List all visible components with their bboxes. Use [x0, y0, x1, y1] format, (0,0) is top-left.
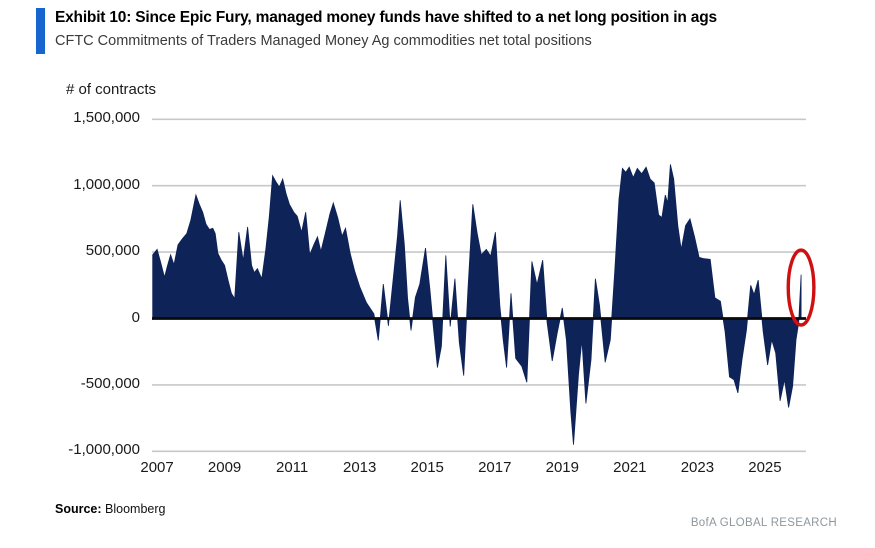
net-positions-chart — [152, 105, 822, 465]
source-value: Bloomberg — [105, 502, 166, 516]
exhibit-accent-bar — [36, 8, 45, 54]
source-label: Source: — [55, 502, 102, 516]
exhibit-title: Exhibit 10: Since Epic Fury, managed mon… — [55, 9, 717, 26]
brand-text: BofA GLOBAL RESEARCH — [690, 517, 837, 529]
net-positions-area-chart — [152, 118, 816, 453]
net-positions-area — [152, 164, 802, 445]
x-tick-label: 2011 — [276, 459, 309, 476]
y-tick-label: 1,500,000 — [73, 109, 140, 127]
x-tick-label: 2017 — [478, 459, 512, 476]
y-tick-label: 500,000 — [85, 242, 140, 260]
x-tick-label: 2025 — [748, 459, 782, 476]
x-tick-label: 2009 — [207, 459, 242, 476]
latest-position-highlight-circle — [786, 248, 816, 327]
x-tick-label: 2021 — [613, 459, 647, 476]
y-tick-label: 1,000,000 — [73, 175, 140, 193]
x-tick-label: 2007 — [140, 459, 174, 476]
y-axis-title: # of contracts — [66, 81, 157, 98]
source-line: Source: Bloomberg — [55, 502, 165, 516]
y-tick-label: 0 — [131, 308, 140, 326]
x-tick-label: 2013 — [342, 459, 377, 476]
y-tick-label: -1,000,000 — [68, 441, 140, 459]
x-tick-label: 2015 — [410, 459, 444, 476]
y-tick-label: -500,000 — [80, 374, 140, 392]
x-tick-label: 2019 — [545, 459, 579, 476]
x-tick-label: 2023 — [680, 459, 715, 476]
exhibit-subtitle: CFTC Commitments of Traders Managed Mone… — [55, 33, 592, 49]
